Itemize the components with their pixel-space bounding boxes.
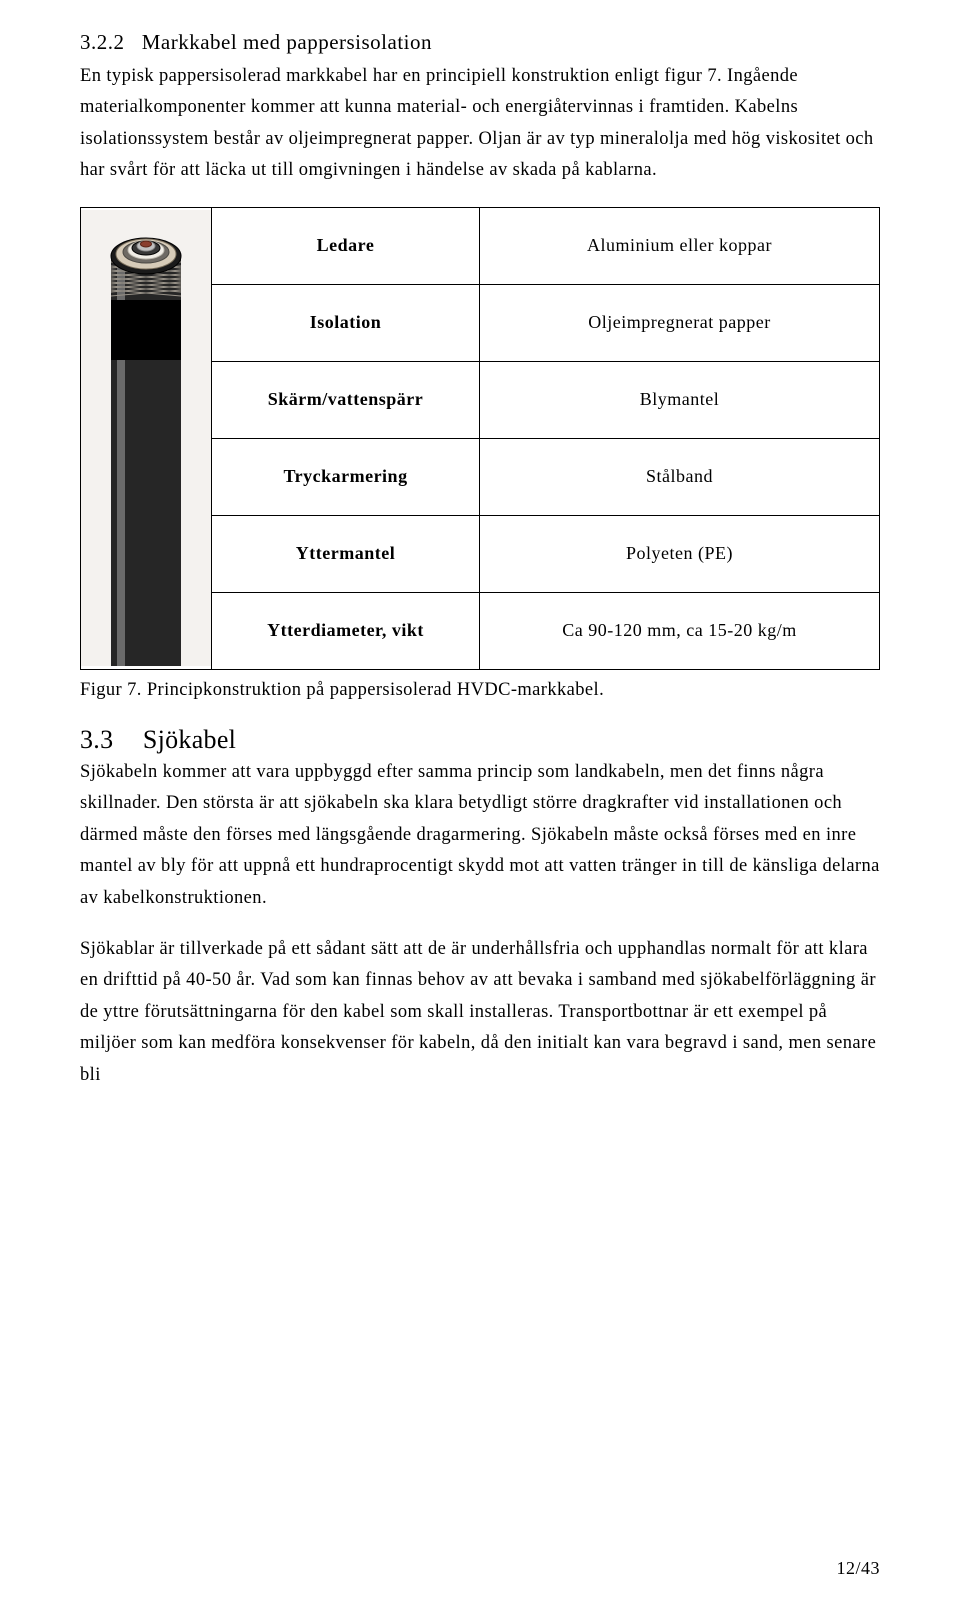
page-number: 12/43 (836, 1558, 880, 1579)
section-number: 3.3 (80, 725, 136, 755)
section-3-3-paragraph-1: Sjökabeln kommer att vara uppbyggd efter… (80, 757, 880, 914)
section-3-2-2-paragraph: En typisk pappersisolerad markkabel har … (80, 61, 880, 187)
cable-image-cell (81, 207, 212, 669)
cable-cross-section-icon (81, 210, 211, 666)
section-number: 3.2.2 (80, 30, 125, 54)
section-3-3-paragraph-2: Sjökablar är tillverkade på ett sådant s… (80, 934, 880, 1091)
property-label: Yttermantel (212, 515, 480, 592)
property-label: Ytterdiameter, vikt (212, 592, 480, 669)
table-row: Ledare Aluminium eller koppar (81, 207, 880, 284)
property-value: Aluminium eller koppar (480, 207, 880, 284)
property-value: Polyeten (PE) (480, 515, 880, 592)
section-3-3-heading: 3.3 Sjökabel (80, 725, 880, 755)
figure-7-caption: Figur 7. Principkonstruktion på pappersi… (80, 680, 880, 701)
property-label: Skärm/vattenspärr (212, 361, 480, 438)
section-title: Sjökabel (143, 725, 236, 754)
property-value: Blymantel (480, 361, 880, 438)
property-value: Stålband (480, 438, 880, 515)
property-value: Ca 90-120 mm, ca 15-20 kg/m (480, 592, 880, 669)
property-label: Ledare (212, 207, 480, 284)
cable-properties-table: Ledare Aluminium eller koppar Isolation … (80, 207, 880, 670)
property-label: Isolation (212, 284, 480, 361)
property-value: Oljeimpregnerat papper (480, 284, 880, 361)
property-label: Tryckarmering (212, 438, 480, 515)
section-3-2-2-heading: 3.2.2 Markkabel med pappersisolation (80, 30, 880, 55)
section-title: Markkabel med pappersisolation (142, 30, 432, 54)
